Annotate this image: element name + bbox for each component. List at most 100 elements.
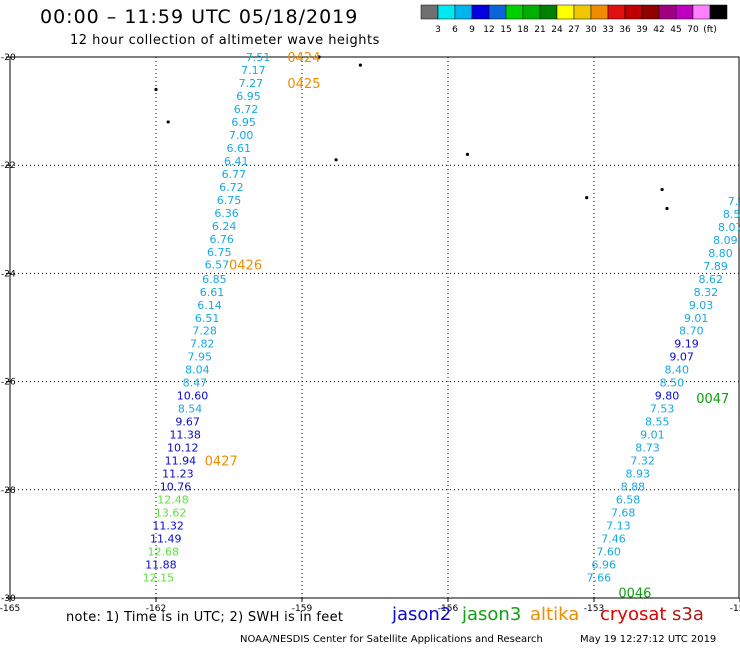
colorbar-label: 15 <box>500 25 511 35</box>
legend-jason3: jason3 <box>462 604 522 625</box>
colorbar-label: 45 <box>670 25 681 35</box>
track-time-label: 0046 <box>618 587 651 602</box>
swh-label-jason3: 8.62 <box>699 273 724 286</box>
swh-label-jason2: 11.88 <box>145 558 177 571</box>
swh-label-jason2: 7.17 <box>241 64 266 77</box>
x-tick-label: -156 <box>438 604 459 614</box>
swh-label-jason2: 6.95 <box>231 116 256 129</box>
swh-label-jason3: 7.46 <box>601 532 626 545</box>
y-tick-label: -24 <box>1 269 16 279</box>
track-time-label: 0425 <box>287 77 320 92</box>
swh-label-jason2: 10.12 <box>167 442 199 455</box>
track-time-label: 0426 <box>229 259 262 274</box>
swh-label-jason2: 6.77 <box>222 168 247 181</box>
track-time-label: 0427 <box>205 455 238 470</box>
swh-label-jason3: 9.19 <box>674 338 699 351</box>
swh-label-jason2: 11.32 <box>152 520 184 533</box>
swh-label-jason3: 9.03 <box>689 299 714 312</box>
generated-timestamp: May 19 12:27:12 UTC 2019 <box>580 634 717 645</box>
legend-cryosat: cryosat <box>600 604 667 625</box>
swh-label-jason2: 7.00 <box>229 129 254 142</box>
colorbar-label: 27 <box>568 25 579 35</box>
swh-label-jason2: 6.24 <box>212 220 237 233</box>
swh-label-jason2: 6.85 <box>202 273 227 286</box>
chart-subtitle: 12 hour collection of altimeter wave hei… <box>70 33 380 48</box>
colorbar-label: 39 <box>636 25 648 35</box>
swh-label-jason2: 6.95 <box>236 90 261 103</box>
swh-label-jason3: 9.01 <box>640 429 665 442</box>
swh-label-jason3: 9.07 <box>669 351 694 364</box>
track-time-label: 0047 <box>696 392 729 407</box>
swh-label-jason3: 9.80 <box>655 390 680 403</box>
swh-label-jason3: 8.70 <box>679 325 704 338</box>
swh-label-jason3: 7.53 <box>650 403 675 416</box>
swh-label-jason2: 8.04 <box>185 364 210 377</box>
swh-label-jason3: 8.73 <box>635 442 660 455</box>
swh-label-jason2: 13.62 <box>155 507 187 520</box>
swh-label-jason2: 11.49 <box>150 532 182 545</box>
swh-label-jason3: 6.96 <box>591 558 616 571</box>
colorbar-label: 6 <box>452 25 458 35</box>
x-tick-label: -159 <box>292 604 313 614</box>
y-tick-label: -28 <box>1 486 16 496</box>
swh-label-jason2: 8.54 <box>178 403 203 416</box>
swh-label-jason3: 7.66 <box>587 571 612 584</box>
swh-label-jason2: 7.28 <box>192 325 217 338</box>
swh-label-jason2: 6.14 <box>197 299 222 312</box>
legend-altika: altika <box>530 604 580 625</box>
swh-label-jason2: 6.75 <box>217 194 242 207</box>
swh-label-jason3: 7.60 <box>596 545 621 558</box>
swh-label-jason3: 7.86 <box>728 195 740 208</box>
swh-label-jason3: 7.32 <box>630 455 655 468</box>
colorbar-swatch <box>709 4 728 20</box>
colorbar-label: 9 <box>469 25 475 35</box>
island-marker <box>154 87 158 92</box>
island-marker <box>166 120 170 124</box>
swh-label-jason3: 8.93 <box>626 468 651 481</box>
swh-label-jason2: 8.47 <box>183 377 208 390</box>
colorbar-label: 30 <box>585 25 597 35</box>
swh-label-jason3: 8.55 <box>645 416 670 429</box>
legend-s3a: s3a <box>672 604 704 625</box>
swh-label-jason3: 8.50 <box>660 377 685 390</box>
swh-label-jason2: 12.68 <box>148 545 180 558</box>
swh-label-jason2: 12.48 <box>157 494 189 507</box>
island-marker <box>585 196 589 200</box>
island-marker <box>660 187 664 192</box>
swh-label-jason2: 7.27 <box>239 77 264 90</box>
swh-label-jason3: 7.89 <box>703 260 728 273</box>
swh-label-jason2: 6.72 <box>219 181 244 194</box>
colorbar-label: 18 <box>517 25 529 35</box>
colorbar-label: 21 <box>534 25 545 35</box>
swh-label-jason2: 10.76 <box>160 481 192 494</box>
swh-label-jason2: 6.72 <box>234 103 259 116</box>
swh-label-jason3: 8.50 <box>723 208 740 221</box>
island-marker <box>334 158 338 162</box>
swh-label-jason3: 8.40 <box>664 364 689 377</box>
colorbar-label: 12 <box>483 25 494 35</box>
credit-line: NOAA/NESDIS Center for Satellite Applica… <box>240 634 543 645</box>
colorbar-label: 24 <box>551 25 563 35</box>
swh-label-jason2: 7.82 <box>190 338 215 351</box>
swh-label-jason2: 6.41 <box>224 155 249 168</box>
island-marker <box>358 63 362 67</box>
swh-label-jason2: 7.51 <box>246 51 271 64</box>
swh-label-jason3: 8.80 <box>708 247 733 260</box>
colorbar-label: 70 <box>687 25 699 35</box>
swh-label-jason2: 6.61 <box>200 286 225 299</box>
swh-label-jason2: 9.67 <box>175 416 200 429</box>
track-time-label: 0424 <box>287 51 320 66</box>
colorbar-label: 36 <box>619 25 631 35</box>
x-tick-label: -150 <box>730 604 740 614</box>
swh-label-jason3: 7.68 <box>611 507 636 520</box>
y-tick-label: -30 <box>1 594 16 604</box>
legend-jason2: jason2 <box>392 604 452 625</box>
swh-label-jason2: 10.60 <box>177 390 209 403</box>
y-tick-label: -22 <box>1 161 16 171</box>
y-tick-label: -26 <box>1 378 16 388</box>
swh-label-jason3: 8.32 <box>694 286 719 299</box>
colorbar-label: 42 <box>653 25 664 35</box>
swh-label-jason3: 7.13 <box>606 520 631 533</box>
x-tick-label: -153 <box>584 604 604 614</box>
